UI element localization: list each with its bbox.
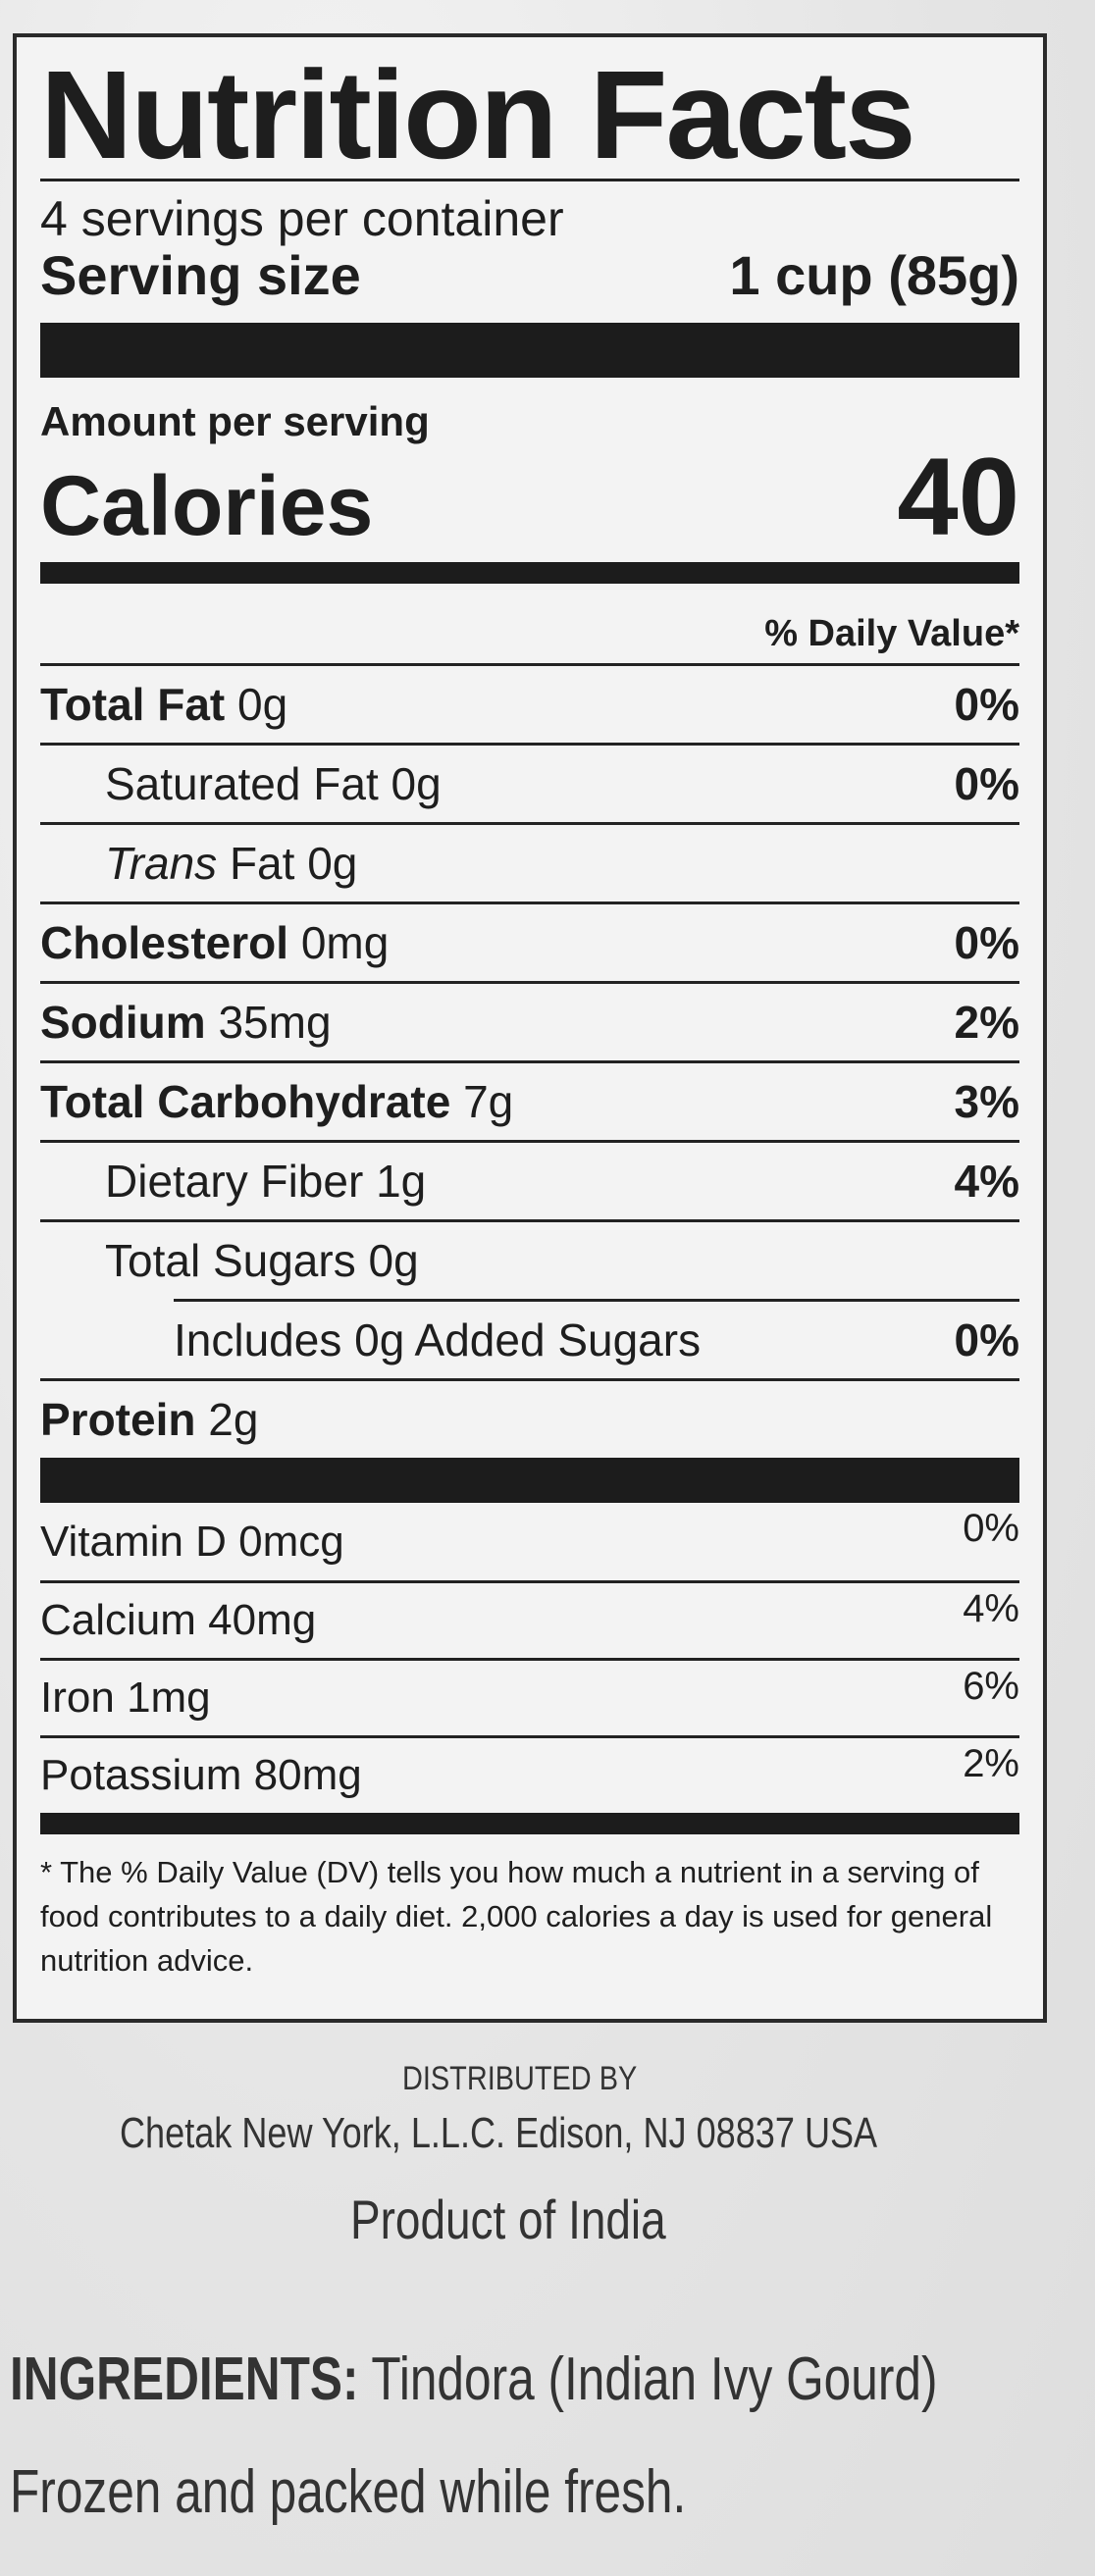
vitamin-name: Calcium bbox=[40, 1596, 196, 1645]
nutrient-row: Cholesterol 0mg 0% bbox=[40, 902, 1019, 981]
nutrient-name: Total Carbohydrate bbox=[40, 1076, 451, 1128]
vitamin-label: Calcium 40mg bbox=[40, 1596, 316, 1645]
thick-divider bbox=[40, 1458, 1019, 1504]
panel-title: Nutrition Facts bbox=[40, 45, 916, 185]
nutrient-label: Protein 2g bbox=[40, 1393, 258, 1446]
vitamin-amount: 80mg bbox=[253, 1751, 362, 1800]
distributed-by: DISTRIBUTED BY bbox=[402, 2060, 638, 2097]
nutrient-label: Total Sugars 0g bbox=[40, 1234, 419, 1287]
nutrient-name: Saturated Fat bbox=[105, 758, 379, 810]
vitamin-daily-value: 0% bbox=[963, 1507, 1019, 1551]
nutrient-row: Saturated Fat 0g 0% bbox=[40, 743, 1019, 822]
nutrient-amount: 0mg bbox=[300, 917, 390, 969]
nutrient-row: Sodium 35mg 2% bbox=[40, 981, 1019, 1060]
nutrient-amount: 2g bbox=[208, 1394, 259, 1446]
vitamin-name: Vitamin D bbox=[40, 1517, 227, 1566]
vitamin-row: Calcium 40mg 4% bbox=[40, 1580, 1019, 1658]
vitamin-daily-value: 2% bbox=[963, 1742, 1019, 1786]
nutrient-label: Saturated Fat 0g bbox=[40, 757, 442, 810]
vitamin-label: Iron 1mg bbox=[40, 1674, 211, 1723]
nutrient-name: Cholesterol bbox=[40, 917, 289, 969]
nutrient-daily-value: 0% bbox=[954, 679, 1019, 731]
nutrient-row: Total Fat 0g 0% bbox=[40, 663, 1019, 743]
nutrient-name: Dietary Fiber bbox=[105, 1156, 364, 1208]
vitamin-daily-value: 4% bbox=[963, 1587, 1019, 1631]
nutrient-label: Total Fat 0g bbox=[40, 678, 287, 731]
nutrient-row: Total Carbohydrate 7g 3% bbox=[40, 1060, 1019, 1140]
nutrient-amount: 0g bbox=[307, 838, 358, 890]
vitamin-amount: 0mcg bbox=[238, 1517, 344, 1566]
calories-row: Calories 40 bbox=[40, 442, 1019, 552]
servings-per-container: 4 servings per container bbox=[40, 191, 564, 246]
vitamin-name: Iron bbox=[40, 1674, 115, 1723]
amount-per-serving: Amount per serving bbox=[40, 398, 430, 445]
nutrient-label: Trans Fat 0g bbox=[40, 837, 357, 890]
vitamin-amount: 40mg bbox=[208, 1596, 317, 1645]
ingredients-label: INGREDIENTS: bbox=[10, 2345, 359, 2413]
serving-size-value: 1 cup (85g) bbox=[729, 243, 1019, 306]
nutrient-name: Total Sugars bbox=[105, 1235, 356, 1287]
nutrient-label: Sodium 35mg bbox=[40, 996, 332, 1049]
serving-size: Serving size 1 cup (85g) bbox=[40, 243, 1019, 306]
nutrient-row: Protein 2g bbox=[40, 1378, 1019, 1458]
nutrient-name: Total Fat bbox=[40, 679, 226, 731]
vitamin-row: Iron 1mg 6% bbox=[40, 1658, 1019, 1735]
medium-divider bbox=[40, 562, 1019, 585]
daily-value-header: % Daily Value* bbox=[764, 613, 1019, 655]
nutrient-label: Total Carbohydrate 7g bbox=[40, 1075, 513, 1128]
nutrient-name-suffix: Fat bbox=[217, 838, 295, 890]
nutrient-daily-value: 0% bbox=[954, 917, 1019, 969]
thick-divider bbox=[40, 323, 1019, 379]
nutrient-daily-value: 3% bbox=[954, 1076, 1019, 1128]
vitamin-label: Potassium 80mg bbox=[40, 1751, 362, 1800]
nutrient-amount: 35mg bbox=[218, 997, 332, 1049]
product-origin: Product of India bbox=[350, 2189, 666, 2250]
ingredients: INGREDIENTS: Tindora (Indian Ivy Gourd) bbox=[10, 2344, 937, 2414]
nutrient-daily-value: 4% bbox=[954, 1156, 1019, 1208]
nutrient-amount: 0g bbox=[368, 1235, 419, 1287]
nutrient-amount: 7g bbox=[463, 1076, 514, 1128]
nutrient-daily-value: 2% bbox=[954, 997, 1019, 1049]
nutrient-label: Dietary Fiber 1g bbox=[40, 1155, 426, 1208]
nutrient-name: Trans bbox=[105, 838, 218, 890]
nutrient-row: Trans Fat 0g bbox=[40, 822, 1019, 902]
nutrition-facts-panel: Nutrition Facts 4 servings per container… bbox=[13, 33, 1047, 2023]
distributor-address: Chetak New York, L.L.C. Edison, NJ 08837… bbox=[120, 2109, 878, 2157]
vitamin-label: Vitamin D 0mcg bbox=[40, 1518, 344, 1567]
medium-divider bbox=[40, 1813, 1019, 1835]
nutrient-name: Sodium bbox=[40, 997, 206, 1049]
vitamin-amount: 1mg bbox=[127, 1674, 211, 1723]
nutrient-amount: 0g bbox=[237, 679, 288, 731]
package-note: Frozen and packed while fresh. bbox=[10, 2458, 687, 2526]
serving-size-label: Serving size bbox=[40, 243, 361, 306]
nutrient-row: Total Sugars 0g bbox=[40, 1219, 1019, 1299]
vitamin-daily-value: 6% bbox=[963, 1665, 1019, 1709]
nutrient-row: Dietary Fiber 1g 4% bbox=[40, 1140, 1019, 1219]
nutrient-daily-value: 0% bbox=[954, 1314, 1019, 1366]
vitamin-list: Vitamin D 0mcg 0% Calcium 40mg 4% Iron 1mg 6%… bbox=[40, 1503, 1019, 1813]
nutrient-name: Includes 0g Added Sugars bbox=[174, 1314, 702, 1366]
nutrient-label: Cholesterol 0mg bbox=[40, 916, 389, 969]
nutrient-amount: 0g bbox=[391, 758, 442, 810]
calories-label: Calories bbox=[40, 459, 374, 554]
vitamin-row: Vitamin D 0mcg 0% bbox=[40, 1503, 1019, 1580]
vitamin-row: Potassium 80mg 2% bbox=[40, 1735, 1019, 1813]
nutrient-daily-value: 0% bbox=[954, 758, 1019, 810]
nutrient-label: Includes 0g Added Sugars bbox=[174, 1314, 701, 1366]
nutrient-amount: 1g bbox=[376, 1156, 427, 1208]
divider bbox=[40, 179, 1019, 181]
nutrient-list: Total Fat 0g 0% Saturated Fat 0g 0% Trans Fa… bbox=[40, 663, 1019, 1458]
nutrient-name: Protein bbox=[40, 1394, 196, 1446]
vitamin-name: Potassium bbox=[40, 1751, 242, 1800]
calories-value: 40 bbox=[897, 436, 1019, 559]
nutrient-row: Includes 0g Added Sugars 0% bbox=[174, 1299, 1019, 1378]
footnote: * The % Daily Value (DV) tells you how m… bbox=[40, 1855, 993, 1979]
ingredients-text: Tindora (Indian Ivy Gourd) bbox=[358, 2345, 938, 2413]
